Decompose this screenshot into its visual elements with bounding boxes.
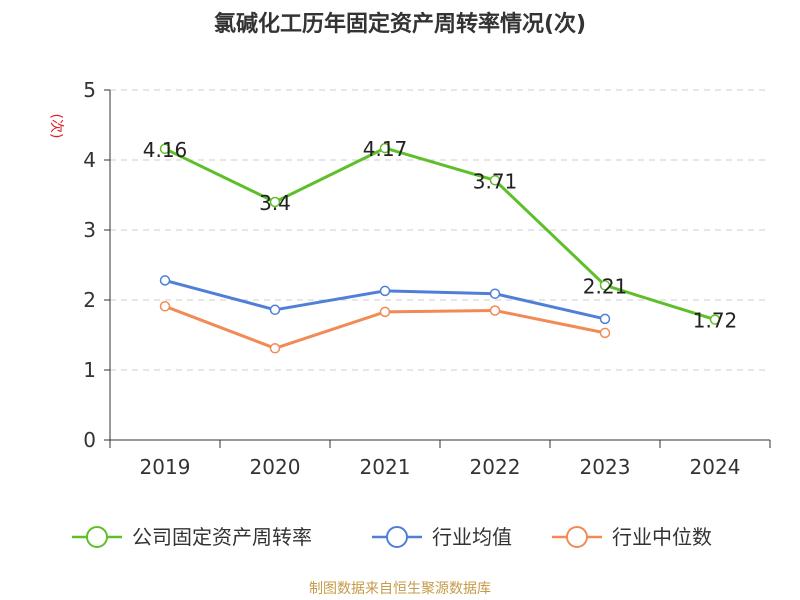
series-layer [159,142,721,354]
legend-label: 公司固定资产周转率 [132,525,312,549]
data-point [489,305,501,316]
y-axis-title: (次) [48,114,64,139]
series-line-0 [164,146,716,322]
legend-label: 行业均值 [432,525,512,549]
data-label: 3.4 [259,191,291,215]
data-label: 4.16 [143,138,188,162]
chart-title: 氯碱化工历年固定资产周转率情况(次) [213,12,587,37]
y-tick-label: 3 [83,218,96,242]
data-label: 3.71 [473,169,518,193]
legend-item[interactable]: 行业中位数 [552,525,712,549]
x-tick-label: 2023 [580,455,631,479]
legend-item[interactable]: 公司固定资产周转率 [72,525,312,549]
legend-marker [386,526,408,548]
legend-marker [566,526,588,548]
x-tick-label: 2020 [250,455,301,479]
data-point [709,314,721,325]
legend[interactable]: 公司固定资产周转率 行业均值 行业中位数 [72,525,712,549]
data-label-layer: 4.16 3.4 4.17 3.71 2.21 1.72 [143,137,738,333]
x-tick-label: 2024 [690,455,741,479]
legend-label: 行业中位数 [612,525,712,549]
data-point [159,301,171,312]
data-point [489,175,501,186]
y-tick-label: 0 [83,428,96,452]
data-point [379,142,391,154]
data-point [269,343,281,354]
data-point [489,288,501,299]
y-tick-label: 4 [83,148,96,172]
y-tick-label: 1 [83,358,96,382]
data-point [159,275,171,286]
data-label: 2.21 [583,274,628,298]
data-point [269,196,281,208]
data-point [159,143,171,155]
data-point [379,306,391,318]
data-point [599,327,611,339]
axis-layer: 0 1 2 3 4 5 2019 2020 2021 2022 2023 2024 (次) [48,78,771,479]
data-label: 1.72 [693,309,738,333]
data-point [599,313,611,325]
x-tick-label: 2021 [360,455,411,479]
data-point [599,280,611,291]
data-point [379,285,391,297]
legend-marker [86,526,108,548]
legend-item[interactable]: 行业均值 [372,525,512,549]
data-label: 4.17 [363,137,408,161]
x-tick-label: 2022 [470,455,521,479]
y-tick-label: 5 [83,78,96,102]
grid-layer [110,89,770,371]
x-tick-label: 2019 [140,455,191,479]
source-note: 制图数据来自恒生聚源数据库 [309,581,491,597]
y-tick-label: 2 [83,288,96,312]
data-point [269,304,281,316]
